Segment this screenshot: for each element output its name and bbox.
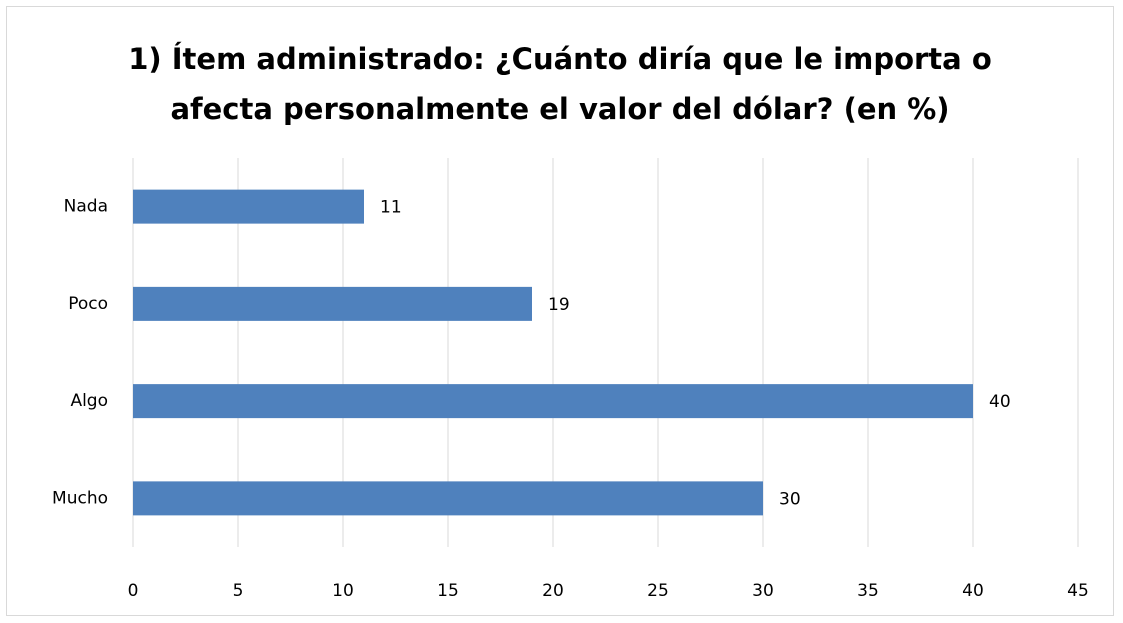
x-tick-label: 25 xyxy=(647,581,669,601)
y-tick-label: Algo xyxy=(70,391,108,411)
x-tick-label: 10 xyxy=(332,581,354,601)
y-tick-label: Mucho xyxy=(52,488,108,508)
bar xyxy=(133,481,763,516)
data-label: 40 xyxy=(989,392,1011,412)
data-label: 19 xyxy=(548,295,570,315)
x-tick-label: 0 xyxy=(128,581,139,601)
y-tick-label: Poco xyxy=(68,294,108,314)
x-tick-label: 5 xyxy=(233,581,244,601)
x-tick-label: 45 xyxy=(1067,581,1089,601)
data-label: 11 xyxy=(380,198,402,218)
x-tick-label: 15 xyxy=(437,581,459,601)
x-tick-label: 40 xyxy=(962,581,984,601)
chart-frame xyxy=(6,6,1114,616)
data-label: 30 xyxy=(779,489,801,509)
bar xyxy=(133,384,973,419)
x-tick-label: 35 xyxy=(857,581,879,601)
x-tick-label: 20 xyxy=(542,581,564,601)
x-tick-label: 30 xyxy=(752,581,774,601)
bar xyxy=(133,189,364,224)
chart-title: 1) Ítem administrado: ¿Cuánto diría que … xyxy=(128,42,992,126)
y-tick-label: Nada xyxy=(64,197,108,217)
bar xyxy=(133,286,532,321)
